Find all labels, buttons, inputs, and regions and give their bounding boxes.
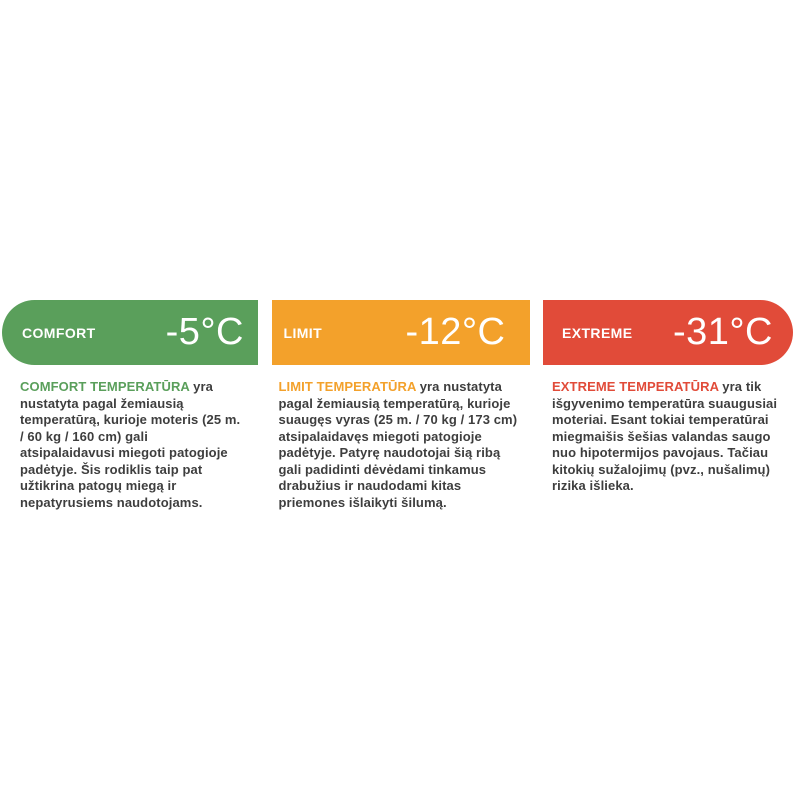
limit-description-text: yra nustatyta pagal žemiausią temperatūr… (278, 379, 518, 510)
extreme-description-heading: EXTREME TEMPERATŪRA (552, 379, 719, 394)
limit-description: LIMIT TEMPERATŪRA yra nustatyta pagal že… (272, 379, 530, 511)
rating-column-comfort: COMFORT -5°C COMFORT TEMPERATŪRA yra nus… (2, 300, 258, 511)
comfort-temperature-value: -5°C (165, 311, 244, 353)
extreme-description: EXTREME TEMPERATŪRA yra tik išgyvenimo t… (543, 379, 793, 495)
comfort-pill-label: COMFORT (22, 324, 96, 341)
comfort-description: COMFORT TEMPERATŪRA yra nustatyta pagal … (2, 379, 258, 511)
comfort-description-text: yra nustatyta pagal žemiausią temperatūr… (20, 379, 241, 510)
rating-column-extreme: EXTREME -31°C EXTREME TEMPERATŪRA yra ti… (543, 300, 793, 511)
extreme-temperature-value: -31°C (672, 311, 773, 353)
limit-temperature-pill: LIMIT -12°C (271, 300, 530, 365)
limit-description-heading: LIMIT TEMPERATŪRA (278, 379, 416, 394)
rating-column-limit: LIMIT -12°C LIMIT TEMPERATŪRA yra nustat… (271, 300, 530, 511)
extreme-temperature-pill: EXTREME -31°C (543, 300, 793, 365)
limit-pill-label: LIMIT (283, 324, 323, 341)
extreme-pill-label: EXTREME (562, 324, 633, 341)
comfort-description-heading: COMFORT TEMPERATŪRA (20, 379, 190, 394)
limit-temperature-value: -12°C (405, 311, 506, 353)
comfort-temperature-pill: COMFORT -5°C (2, 300, 258, 365)
extreme-description-text: yra tik išgyvenimo temperatūra suaugusia… (552, 379, 778, 493)
temperature-ratings-section: COMFORT -5°C COMFORT TEMPERATŪRA yra nus… (2, 300, 793, 511)
